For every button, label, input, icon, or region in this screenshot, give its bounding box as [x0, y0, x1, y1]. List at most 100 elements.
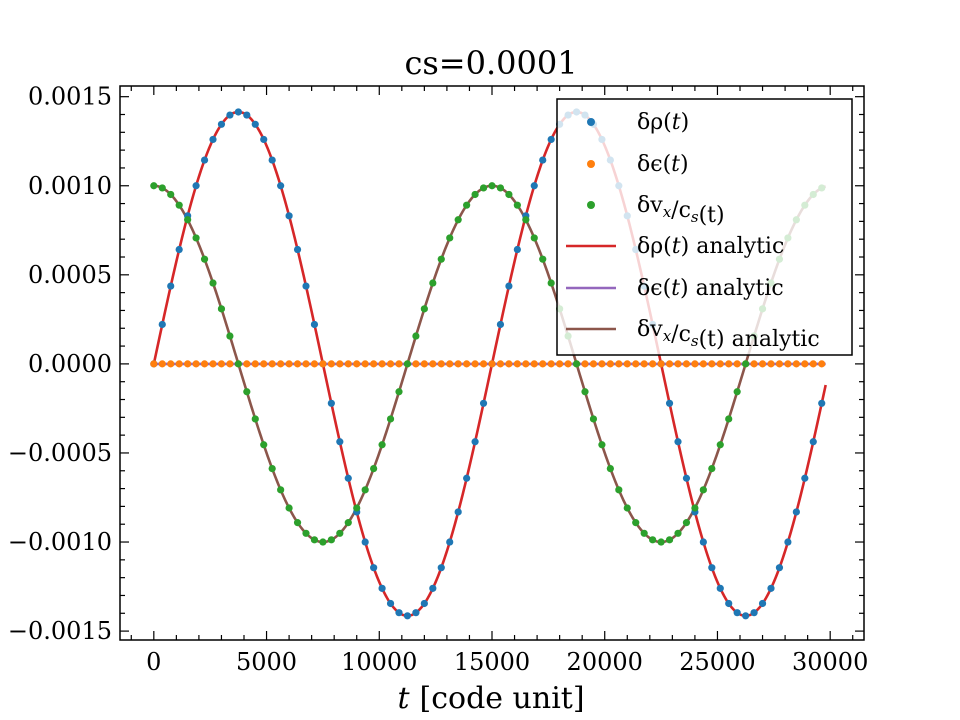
data-point [234, 108, 242, 116]
data-point [175, 245, 183, 254]
data-point [818, 360, 826, 368]
data-point [327, 399, 335, 407]
data-point [327, 360, 335, 368]
data-point [725, 360, 733, 368]
data-point [801, 474, 809, 482]
data-point [217, 120, 226, 128]
data-point [640, 529, 648, 537]
data-point [539, 156, 547, 164]
data-point [733, 609, 741, 617]
data-point [260, 441, 268, 449]
legend-text: analytic [725, 327, 820, 352]
data-point [429, 279, 437, 287]
data-point [412, 332, 420, 340]
data-point [395, 388, 403, 396]
legend-text: ) [681, 234, 690, 259]
data-point [200, 360, 209, 368]
data-point [682, 519, 691, 527]
data-point [522, 360, 530, 368]
data-point [699, 486, 707, 494]
data-point [175, 201, 183, 209]
data-point [285, 360, 293, 368]
data-point [310, 320, 319, 329]
data-point [293, 360, 302, 368]
data-point [589, 415, 598, 423]
data-point [479, 184, 488, 192]
data-point [801, 360, 809, 368]
data-point [192, 234, 200, 242]
data-point [463, 360, 471, 368]
data-point [336, 438, 344, 446]
series-3 [152, 110, 827, 618]
x-tick-label: 10000 [341, 648, 417, 676]
data-point [293, 245, 302, 254]
data-point [200, 156, 209, 164]
data-point [471, 190, 479, 199]
legend-entry: δρ(t) [587, 110, 689, 135]
legend-subscript: s [691, 332, 699, 350]
legend-entry: δρ(t) analytic [566, 234, 784, 259]
data-point [725, 599, 733, 608]
data-point [293, 519, 302, 527]
data-point [818, 399, 826, 407]
data-point [750, 360, 758, 368]
legend-variable: t [672, 110, 681, 135]
data-point [581, 388, 589, 396]
legend-text: ) [681, 110, 690, 135]
data-point [716, 360, 724, 368]
legend-text: δϵ( [637, 152, 671, 177]
data-point [547, 279, 555, 287]
y-tick-labels: −0.0015 −0.0010 −0.0005 0.0000 0.0005 0.0010 0… [8, 83, 112, 645]
data-point [496, 360, 505, 368]
data-point [649, 536, 657, 544]
data-point [792, 508, 800, 516]
y-tick-label: 0.0000 [28, 350, 112, 378]
data-point [420, 305, 428, 313]
data-point [370, 564, 378, 572]
legend-text: ) [680, 152, 689, 177]
data-point [699, 360, 707, 368]
data-point [708, 360, 716, 368]
data-point [623, 504, 631, 512]
data-point [505, 282, 513, 290]
data-point [454, 216, 462, 224]
data-point [277, 360, 285, 368]
data-point [479, 399, 488, 407]
data-point [809, 360, 817, 368]
data-point [496, 320, 505, 329]
data-point [429, 360, 437, 368]
data-point [615, 486, 623, 494]
data-point [361, 486, 369, 494]
data-point [192, 182, 200, 190]
data-point [767, 360, 775, 368]
data-point [547, 360, 555, 368]
data-point [708, 564, 716, 572]
x-tick-label: 15000 [454, 648, 530, 676]
legend-frame [556, 98, 853, 356]
data-point [716, 441, 724, 449]
data-point [598, 360, 606, 368]
data-point [615, 360, 623, 368]
data-point [437, 564, 445, 572]
data-point [547, 135, 555, 144]
axis-ticks [120, 86, 864, 640]
legend-variable: t [671, 152, 680, 177]
data-point [327, 536, 335, 544]
data-point [792, 360, 800, 368]
data-layer [150, 108, 827, 620]
legend-text: analytic [689, 234, 784, 259]
data-point [632, 360, 640, 368]
data-point [657, 538, 665, 546]
data-point [708, 465, 716, 473]
x-axis-label: t [code unit] [397, 681, 584, 716]
data-point [454, 508, 462, 516]
series-line [152, 110, 827, 618]
data-point [809, 438, 817, 446]
legend-text: analytic [689, 276, 784, 301]
data-point [167, 360, 175, 368]
data-point [522, 216, 530, 224]
data-point [674, 438, 682, 446]
data-point [386, 415, 395, 423]
data-point [539, 255, 547, 263]
data-point [268, 156, 276, 164]
